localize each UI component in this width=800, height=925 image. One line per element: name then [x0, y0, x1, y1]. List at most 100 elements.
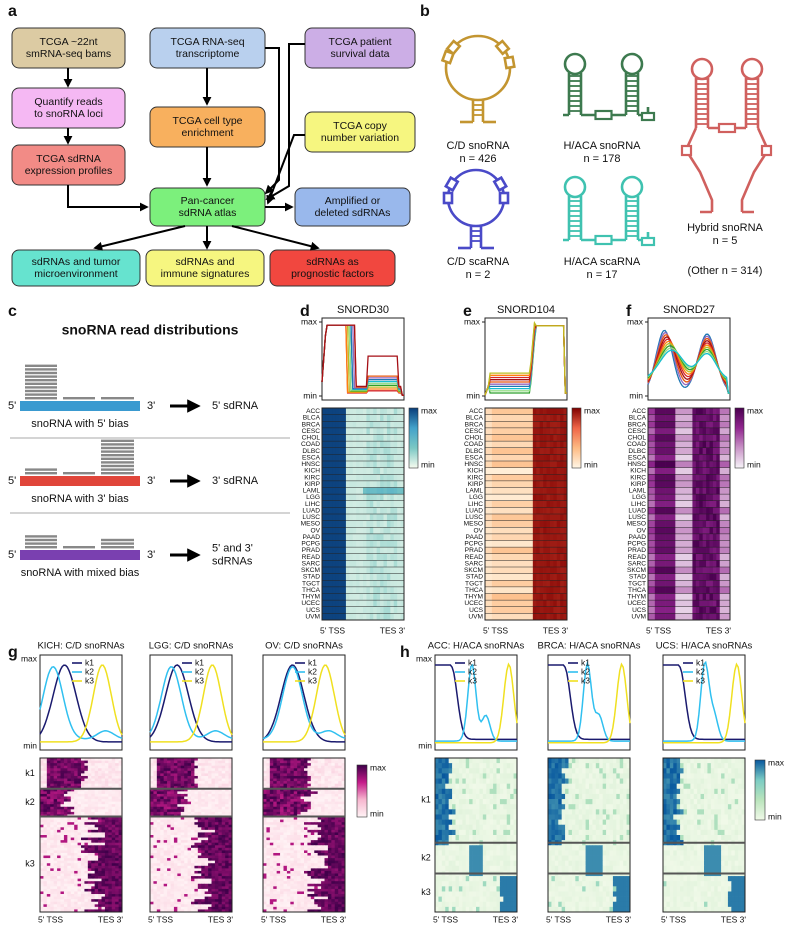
heatmap-cell [87, 863, 92, 867]
heatmap-cell [505, 567, 510, 574]
heatmap-cell [369, 547, 374, 555]
heatmap-cell [50, 852, 55, 856]
heatmap-cell [74, 773, 78, 777]
heatmap-cell [400, 514, 405, 521]
heatmap-cell [719, 533, 724, 541]
heatmap-cell [549, 547, 554, 555]
heatmap-cell [543, 580, 547, 588]
heatmap-cell [63, 904, 68, 908]
heatmap-cell [675, 593, 680, 601]
heatmap-cell [46, 829, 51, 833]
heatmap-cell [539, 454, 544, 462]
heatmap-cell [70, 891, 75, 895]
heatmap-cell [325, 533, 330, 541]
heatmap-cell [699, 527, 704, 535]
heatmap-cell [63, 881, 68, 885]
heatmap-cell [156, 770, 161, 774]
heatmap-cell [488, 434, 493, 442]
heatmap-cell [716, 461, 721, 468]
heatmap-cell [553, 586, 558, 594]
heatmap-cell [328, 500, 333, 508]
heatmap-cell [702, 500, 707, 508]
heatmap-cell [529, 553, 534, 561]
heatmap-cell [173, 786, 178, 790]
heatmap-cell [160, 819, 165, 823]
heatmap-cell [366, 467, 371, 475]
heatmap-cell [526, 434, 530, 442]
heatmap-cell [322, 507, 326, 515]
heatmap-cell [352, 547, 357, 555]
heatmap-cell [563, 527, 568, 535]
heatmap-cell [46, 906, 51, 910]
heatmap-cell [726, 447, 731, 455]
heatmap-cell [556, 421, 561, 429]
heatmap-cell [77, 888, 82, 892]
heatmap-cell [648, 500, 652, 508]
heatmap-cell [485, 586, 489, 594]
heatmap-cell [111, 847, 116, 851]
heatmap-cell [60, 840, 65, 844]
heatmap-cell [376, 461, 381, 468]
heatmap-cell [67, 850, 72, 854]
heatmap-cell [692, 480, 697, 488]
heatmap-cell [94, 906, 99, 910]
heatmap-cell [91, 881, 96, 885]
heatmap-cell [84, 891, 89, 895]
heatmap-cell [322, 414, 326, 422]
heatmap-cell [532, 514, 537, 521]
heatmap-cell [173, 768, 178, 772]
heatmap-cell [325, 527, 330, 535]
heatmap-cell [104, 886, 109, 890]
cancer-type: KIRP [468, 481, 484, 488]
heatmap-cell [485, 421, 489, 429]
heatmap-cell [50, 847, 55, 851]
heatmap-cell [322, 586, 326, 594]
heatmap-cell [167, 786, 171, 790]
heatmap-cell [546, 533, 551, 541]
heatmap-cell [70, 865, 75, 869]
heatmap-cell [91, 883, 96, 887]
heatmap-cell [668, 480, 673, 488]
cancer-type: READ [302, 554, 321, 561]
heatmap-cell [369, 500, 374, 508]
heatmap-cell [491, 514, 496, 521]
haca-hairpin [563, 52, 587, 115]
cancer-type: ACC [469, 408, 483, 415]
heatmap-cell [335, 427, 340, 435]
heatmap-cell [366, 408, 371, 415]
heatmap-cell [709, 613, 714, 621]
heatmap-cell [153, 791, 158, 795]
heatmap-cell [101, 865, 106, 869]
heatmap-cell [118, 860, 123, 864]
heatmap-cell [658, 580, 663, 588]
box-motif [594, 234, 613, 246]
heatmap-cell [678, 547, 683, 555]
heatmap-cell [699, 586, 704, 594]
heatmap-cell [187, 809, 192, 813]
heatmap-cell [118, 832, 123, 836]
heatmap-cell [397, 560, 401, 568]
heatmap-cell [671, 547, 676, 555]
heatmap-cell [108, 775, 113, 779]
heatmap-cell [180, 801, 185, 805]
heatmap-cell [699, 447, 704, 455]
heatmap-cell [685, 434, 690, 442]
heatmap-cell [512, 613, 517, 621]
heatmap-cell [491, 467, 496, 475]
heatmap-cell [386, 553, 391, 561]
heatmap-cell [87, 796, 92, 800]
heatmap-cell [332, 474, 337, 482]
heatmap-cell [150, 809, 154, 813]
heatmap-cell [359, 547, 364, 555]
heatmap-cell [553, 500, 558, 508]
heatmap-cell [695, 454, 700, 462]
heatmap-cell [57, 824, 61, 828]
heatmap-cell [201, 765, 206, 769]
heatmap-cell [356, 461, 360, 468]
heatmap-cell [651, 547, 656, 555]
heatmap-cell [50, 832, 55, 836]
heatmap-cell [546, 586, 551, 594]
heatmap-cell [536, 586, 541, 594]
heatmap-cell [94, 860, 99, 864]
heatmap-cell [339, 573, 343, 581]
